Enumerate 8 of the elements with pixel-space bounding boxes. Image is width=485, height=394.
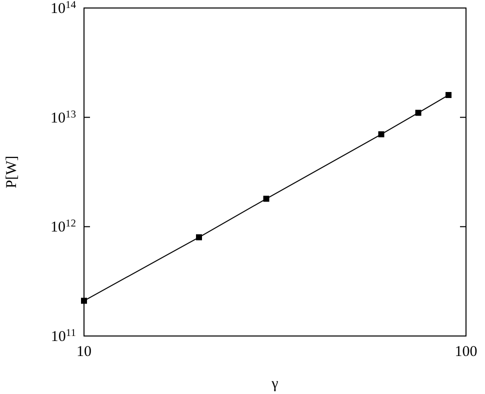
y-tick-label: 10$^{14}$: [50, 0, 77, 17]
y-tick-label: 10$^{13}$: [50, 108, 76, 126]
x-tick-label: 100: [454, 344, 478, 360]
y-tick-label: 10$^{12}$: [50, 218, 76, 236]
y-tick-label: 10$^{11}$: [50, 328, 76, 345]
y-axis-title: P[W]: [4, 156, 20, 188]
x-tick-label: 10: [76, 344, 92, 360]
x-axis-title: γ: [270, 376, 279, 392]
